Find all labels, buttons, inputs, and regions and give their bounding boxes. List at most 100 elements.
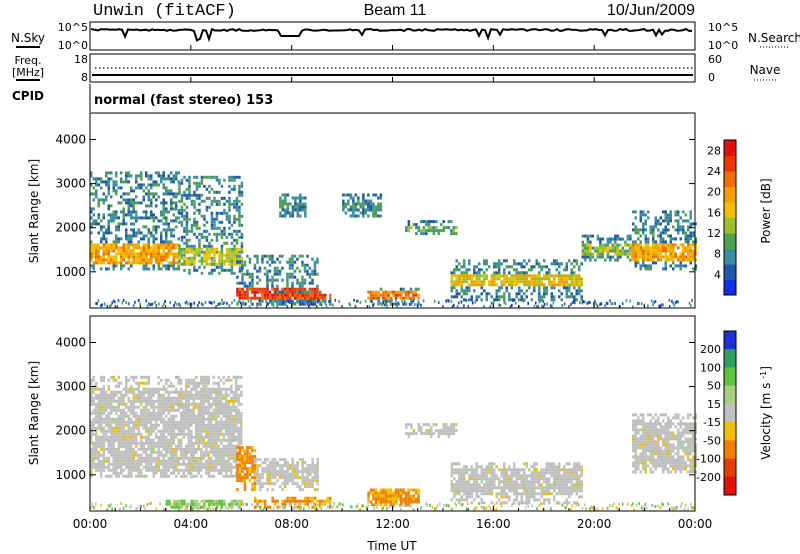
velocity-cell [207, 474, 210, 478]
power-cell [130, 228, 133, 232]
power-cell [213, 190, 216, 194]
power-cell [488, 265, 491, 269]
velocity-cell [220, 459, 223, 463]
power-cell [238, 235, 241, 239]
velocity-cell [288, 464, 292, 468]
velocity-cell [185, 453, 188, 457]
power-cell [205, 250, 209, 254]
power-cell [132, 216, 135, 220]
velocity-cell [394, 500, 398, 504]
velocity-cell [261, 473, 264, 477]
velocity-cell [177, 405, 180, 409]
velocity-cell [210, 499, 214, 503]
velocity-cell [202, 444, 205, 448]
power-cell [563, 286, 566, 290]
velocity-cell [227, 444, 230, 448]
power-cell [508, 277, 511, 281]
power-cell [178, 244, 181, 248]
velocity-cell [192, 399, 195, 403]
velocity-cell [236, 452, 239, 456]
velocity-cell [379, 494, 383, 498]
power-cell [352, 196, 355, 200]
velocity-cell [222, 414, 225, 418]
power-cell [256, 302, 259, 306]
velocity-cell [160, 459, 163, 463]
power-cell [387, 290, 390, 294]
velocity-cell [90, 459, 93, 463]
power-cell [369, 290, 373, 294]
velocity-cell [95, 405, 98, 409]
velocity-cell [392, 500, 395, 504]
velocity-cell [190, 402, 193, 406]
power-cell [485, 298, 488, 302]
power-cell [374, 205, 378, 209]
power-cell [185, 300, 188, 304]
velocity-cell [142, 441, 145, 445]
power-cell [147, 249, 150, 253]
power-cell [230, 256, 234, 260]
power-cell [505, 289, 508, 293]
velocity-cell [132, 447, 135, 451]
power-cell [338, 300, 340, 303]
power-cell [359, 205, 363, 209]
velocity-cell [205, 465, 208, 469]
velocity-cell [115, 462, 118, 466]
velocity-cell [291, 476, 294, 480]
power-cell [152, 237, 155, 241]
power-cell [677, 264, 680, 268]
velocity-cell [167, 390, 170, 394]
velocity-cell [311, 505, 314, 509]
power-cell [304, 211, 307, 215]
power-cell [210, 247, 214, 251]
power-cell [266, 260, 269, 264]
power-cell [190, 247, 194, 251]
power-cell [243, 260, 247, 264]
velocity-cell [90, 396, 93, 400]
velocity-cell [202, 462, 205, 466]
power-cell [115, 189, 118, 193]
power-cell [369, 208, 373, 212]
velocity-cell [150, 387, 153, 391]
power-cell [185, 220, 189, 224]
velocity-cell [253, 476, 257, 480]
power-cell [483, 280, 486, 284]
power-cell [95, 252, 98, 256]
power-cell [266, 293, 269, 297]
power-cell [170, 234, 173, 238]
power-cell [305, 300, 308, 304]
power-cell [130, 174, 133, 178]
power-cell [596, 304, 599, 308]
velocity-cell [140, 444, 143, 448]
power-cell [170, 261, 173, 265]
velocity-cell [237, 441, 240, 445]
power-cell [310, 302, 313, 306]
velocity-cell [288, 499, 292, 503]
power-cell [578, 286, 581, 290]
power-cell [145, 192, 148, 196]
power-cell [147, 240, 150, 244]
power-cell [157, 171, 160, 175]
velocity-cell [220, 396, 223, 400]
velocity-cell [95, 426, 98, 430]
power-cell [525, 280, 528, 284]
velocity-cell [132, 426, 135, 430]
power-cell [112, 243, 115, 247]
velocity-cell [248, 458, 252, 462]
power-cell [152, 252, 155, 256]
velocity-cell [306, 499, 309, 503]
power-cell [468, 274, 471, 278]
velocity-cell [180, 414, 183, 418]
power-cell [679, 258, 682, 262]
power-cell [253, 287, 257, 291]
power-cell [175, 174, 178, 178]
velocity-cell [140, 468, 143, 472]
velocity-cell [110, 393, 113, 397]
velocity-cell [222, 435, 225, 439]
power-cell [152, 255, 155, 259]
power-cell [127, 171, 130, 175]
power-cell [274, 293, 277, 297]
velocity-cell [237, 375, 240, 379]
power-cell [185, 250, 189, 254]
power-cell [235, 196, 239, 200]
power-cell [667, 213, 670, 217]
